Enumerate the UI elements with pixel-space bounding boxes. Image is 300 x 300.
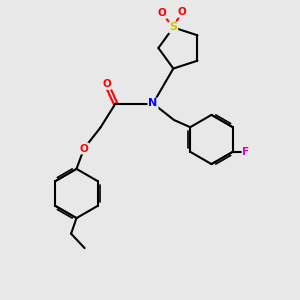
Text: N: N (148, 98, 158, 109)
Text: O: O (80, 143, 88, 154)
Text: O: O (177, 7, 186, 17)
Text: F: F (242, 147, 250, 157)
Text: S: S (169, 22, 177, 32)
Text: O: O (102, 79, 111, 89)
Text: O: O (158, 8, 166, 18)
